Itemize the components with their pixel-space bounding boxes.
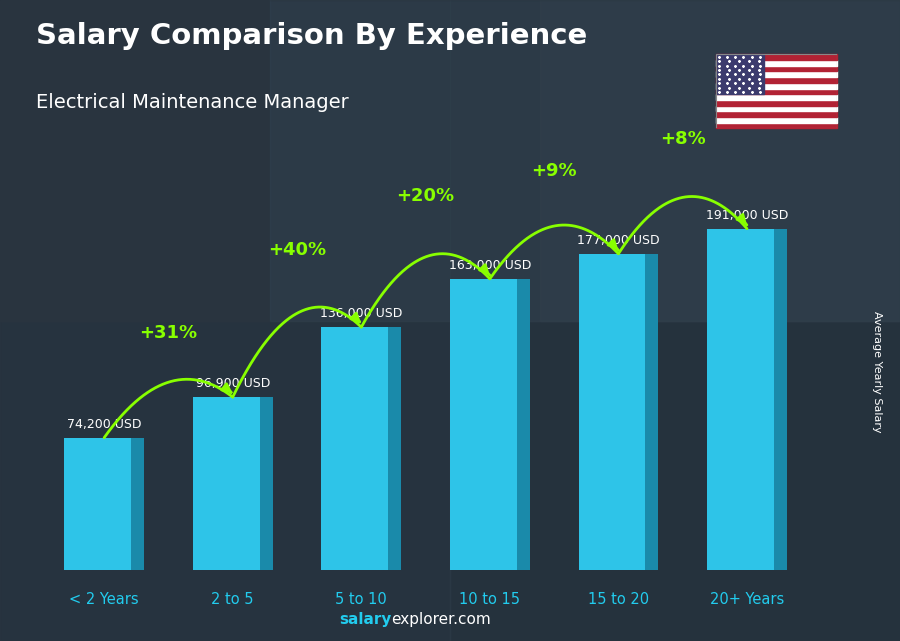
Bar — [716, 100, 837, 106]
Text: 5 to 10: 5 to 10 — [336, 592, 387, 607]
Text: 20+ Years: 20+ Years — [710, 592, 784, 607]
Text: explorer.com: explorer.com — [392, 612, 491, 627]
Polygon shape — [388, 327, 401, 570]
Bar — [716, 60, 837, 66]
Text: +20%: +20% — [397, 187, 454, 205]
Bar — [716, 54, 837, 60]
Text: +40%: +40% — [268, 241, 326, 259]
Text: Electrical Maintenance Manager: Electrical Maintenance Manager — [36, 93, 349, 112]
Text: < 2 Years: < 2 Years — [69, 592, 139, 607]
Polygon shape — [131, 438, 144, 570]
Text: Average Yearly Salary: Average Yearly Salary — [872, 311, 883, 433]
Bar — [716, 94, 837, 100]
Text: +31%: +31% — [140, 324, 197, 342]
Text: Salary Comparison By Experience: Salary Comparison By Experience — [36, 22, 587, 51]
Bar — [716, 88, 837, 94]
Polygon shape — [193, 397, 260, 570]
Bar — [716, 106, 837, 111]
Text: 163,000 USD: 163,000 USD — [449, 259, 531, 272]
Text: 10 to 15: 10 to 15 — [459, 592, 520, 607]
Bar — [716, 54, 764, 94]
Bar — [716, 122, 837, 128]
Polygon shape — [517, 279, 530, 570]
Polygon shape — [579, 254, 645, 570]
Text: 136,000 USD: 136,000 USD — [320, 307, 402, 320]
Bar — [716, 83, 837, 88]
Text: salary: salary — [339, 612, 392, 627]
Text: +9%: +9% — [531, 162, 577, 180]
Polygon shape — [774, 229, 787, 570]
Polygon shape — [707, 229, 774, 570]
Text: 2 to 5: 2 to 5 — [212, 592, 254, 607]
Text: 191,000 USD: 191,000 USD — [706, 208, 788, 222]
Text: 74,200 USD: 74,200 USD — [67, 417, 141, 431]
Bar — [716, 117, 837, 122]
Polygon shape — [450, 279, 517, 570]
Polygon shape — [260, 397, 273, 570]
Polygon shape — [645, 254, 658, 570]
Text: 96,900 USD: 96,900 USD — [195, 377, 270, 390]
Bar — [716, 111, 837, 117]
Bar — [716, 72, 837, 77]
Text: 15 to 20: 15 to 20 — [588, 592, 649, 607]
Polygon shape — [64, 438, 131, 570]
Bar — [716, 77, 837, 83]
Polygon shape — [321, 327, 388, 570]
Text: +8%: +8% — [660, 130, 706, 148]
Text: 177,000 USD: 177,000 USD — [577, 233, 660, 247]
Bar — [716, 66, 837, 72]
